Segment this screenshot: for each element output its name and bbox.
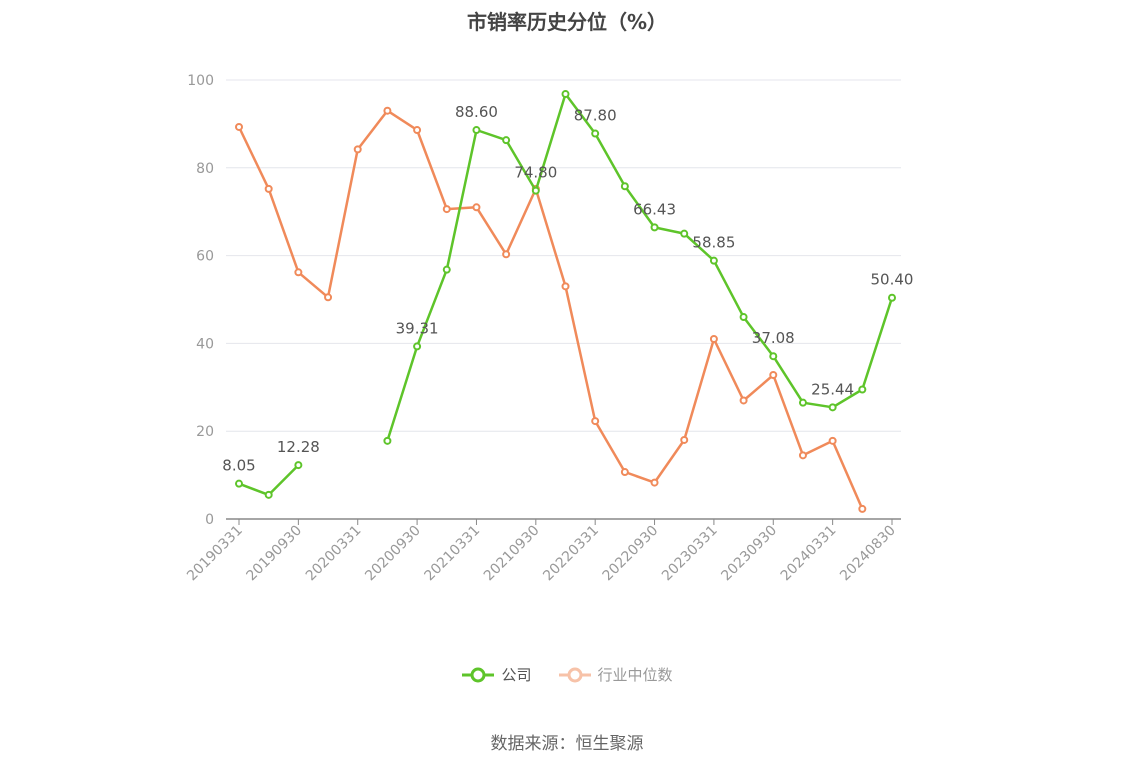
x-tick-label: 20200331 — [303, 523, 365, 585]
industry-point — [235, 122, 243, 131]
company-point — [531, 186, 540, 195]
company-point — [709, 256, 718, 265]
company-point — [442, 265, 451, 274]
circle-line-icon — [462, 667, 495, 682]
company-point — [502, 136, 511, 145]
legend-item-industry[interactable]: 行业中位数 — [558, 664, 673, 685]
data-label: 12.28 — [277, 438, 320, 456]
x-tick-label: 20210930 — [481, 523, 543, 585]
industry-point — [502, 250, 511, 259]
x-tick-label: 20240830 — [837, 523, 899, 585]
data-label: 88.60 — [455, 103, 498, 121]
industry-point — [353, 145, 362, 154]
company-point — [888, 293, 896, 302]
industry-point — [413, 126, 422, 135]
industry-point — [620, 468, 629, 477]
company-point — [235, 479, 243, 488]
x-tick-label: 20230331 — [659, 523, 721, 585]
company-point — [472, 126, 481, 135]
industry-point — [739, 396, 748, 405]
industry-point — [591, 417, 600, 426]
industry-point — [798, 451, 807, 460]
grid-lines — [226, 79, 901, 432]
industry-point — [442, 205, 451, 214]
legend-label-industry: 行业中位数 — [597, 666, 673, 684]
x-tick-label: 20200930 — [362, 523, 424, 585]
company-point — [798, 398, 807, 407]
industry-point — [294, 268, 303, 277]
company-point — [294, 461, 303, 470]
data-label: 66.43 — [633, 200, 676, 218]
line-chart: 0 20 40 60 80 100 2019033120190930202003312020… — [184, 73, 913, 585]
data-label: 87.80 — [574, 107, 617, 125]
company-point — [739, 313, 748, 322]
company-point — [561, 90, 570, 99]
circle-line-icon — [558, 667, 591, 682]
company-point — [620, 182, 629, 191]
company-series-line — [386, 92, 894, 442]
industry-point — [324, 293, 333, 302]
data-source: 数据来源：恒生聚源 — [490, 734, 644, 754]
x-tick-label: 20240331 — [778, 523, 840, 585]
company-point — [828, 403, 837, 412]
x-tick-label: 20220331 — [540, 523, 602, 585]
company-point — [413, 342, 422, 351]
industry-point — [709, 335, 718, 344]
data-label: 39.31 — [396, 319, 439, 337]
x-tick-label: 20230930 — [718, 523, 780, 585]
legend-item-company[interactable]: 公司 — [461, 664, 532, 685]
data-label: 8.05 — [222, 457, 255, 475]
x-tick-label: 20190331 — [184, 523, 246, 585]
x-tick-label: 20190930 — [243, 523, 305, 585]
y-tick-label: 60 — [196, 249, 214, 265]
data-label: 58.85 — [692, 234, 735, 252]
y-tick-label: 80 — [196, 161, 214, 177]
company-point — [591, 129, 600, 138]
company-point — [769, 352, 778, 361]
industry-point — [650, 478, 659, 487]
industry-point — [264, 184, 273, 193]
data-label: 25.44 — [811, 380, 854, 398]
company-point — [680, 229, 689, 238]
data-labels: 8.05 12.28 39.31 88.60 74.80 87.80 66.43 58.85 3… — [222, 103, 913, 475]
industry-series-line — [237, 109, 864, 510]
y-tick-label: 20 — [196, 424, 214, 440]
company-point — [383, 436, 392, 445]
data-label: 74.80 — [514, 164, 557, 182]
company-point — [264, 490, 273, 499]
legend-label-company: 公司 — [501, 666, 532, 684]
x-tick-label: 20220930 — [600, 523, 662, 585]
industry-point — [383, 106, 392, 115]
y-tick-label: 0 — [205, 512, 214, 528]
series-layer — [235, 90, 896, 513]
legend: 公司 行业中位数 — [0, 664, 1134, 685]
industry-point — [472, 203, 481, 212]
x-tick-label: 20210331 — [422, 523, 484, 585]
company-point — [650, 223, 659, 232]
data-label: 50.40 — [871, 271, 914, 289]
data-label: 37.08 — [752, 329, 795, 347]
industry-point — [858, 504, 867, 513]
industry-point — [769, 371, 778, 380]
chart-title: 市销率历史分位（%） — [466, 10, 668, 34]
industry-point — [680, 435, 689, 444]
y-tick-label: 40 — [196, 336, 214, 352]
industry-point — [828, 436, 837, 445]
y-tick-label: 100 — [187, 73, 214, 89]
industry-point — [561, 282, 570, 291]
company-point — [858, 385, 867, 394]
